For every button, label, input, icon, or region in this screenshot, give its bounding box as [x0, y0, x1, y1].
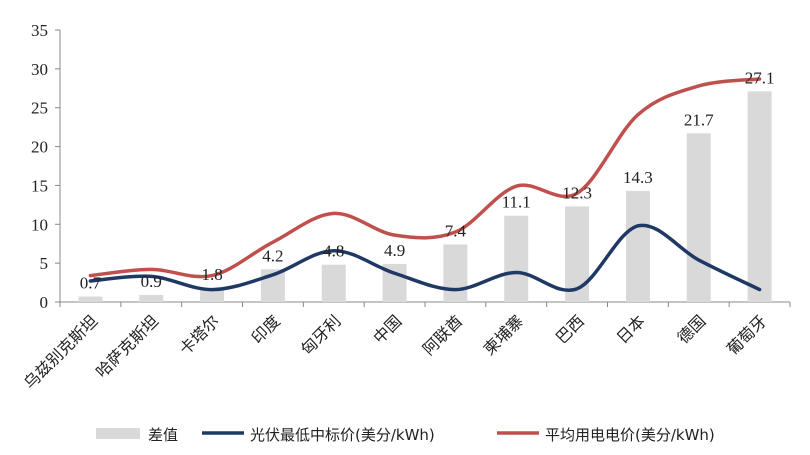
x-category-label: 印度 [248, 311, 284, 347]
bar [443, 244, 468, 302]
axes: 0 5 10 15 20 25 30 35 [31, 21, 791, 312]
y-tick-label: 10 [31, 215, 48, 234]
data-label: 4.9 [384, 241, 405, 260]
x-category-label: 葡萄牙 [723, 311, 770, 358]
legend: 差值 光伏最低中标价(美分/kWh) 平均用电电价(美分/kWh) [96, 426, 715, 444]
legend-swatch-bar [96, 428, 140, 439]
data-label: 1.8 [201, 265, 222, 284]
y-tick-label: 5 [40, 254, 49, 273]
data-label: 0.9 [141, 272, 162, 291]
y-tick-label: 35 [31, 21, 48, 40]
y-tick-label: 30 [31, 60, 48, 79]
line-series [88, 77, 762, 293]
data-label: 4.8 [323, 242, 344, 261]
x-category-label: 巴西 [552, 311, 588, 347]
legend-label-line-avg: 平均用电电价(美分/kWh) [545, 426, 715, 444]
x-category-label: 日本 [613, 311, 649, 347]
bar-series [78, 91, 772, 302]
x-category-label: 德国 [674, 311, 710, 347]
y-tick-label: 15 [31, 176, 48, 195]
x-category-label: 中国 [369, 311, 405, 347]
y-tick-label: 25 [31, 99, 48, 118]
bar [565, 206, 590, 302]
data-label: 14.3 [623, 168, 653, 187]
x-category-label: 哈萨克斯坦 [92, 311, 162, 381]
data-label: 27.1 [745, 68, 775, 87]
x-category-label: 阿联酋 [419, 311, 466, 358]
bar [504, 215, 529, 302]
x-category-label: 匈牙利 [297, 311, 344, 358]
bar [321, 264, 346, 302]
y-tick-label: 20 [31, 138, 48, 157]
line-average-electricity-price [88, 77, 762, 279]
bar [686, 133, 711, 302]
y-tick-label: 0 [40, 293, 49, 312]
x-category-label: 卡塔尔 [176, 311, 223, 358]
bar [139, 295, 164, 302]
bar [200, 288, 225, 302]
data-label: 21.7 [684, 110, 714, 129]
bar [747, 91, 772, 302]
x-category-label: 柬埔寨 [480, 311, 527, 358]
x-category-label: 乌兹别克斯坦 [20, 311, 101, 392]
data-labels: 0.7 0.9 1.8 4.2 4.8 4.9 7.4 11.1 12.3 14.3 21.7 27.… [80, 68, 775, 292]
bar [625, 190, 650, 302]
data-label: 12.3 [562, 183, 592, 202]
data-label: 11.1 [502, 193, 531, 212]
line-lowest-bid-price [88, 223, 762, 293]
data-label: 4.2 [262, 246, 283, 265]
bar [78, 296, 103, 302]
legend-label-line-low: 光伏最低中标价(美分/kWh) [250, 426, 435, 444]
data-label: 7.4 [445, 221, 467, 240]
legend-label-bar: 差值 [148, 426, 178, 444]
data-label: 0.7 [80, 274, 102, 293]
